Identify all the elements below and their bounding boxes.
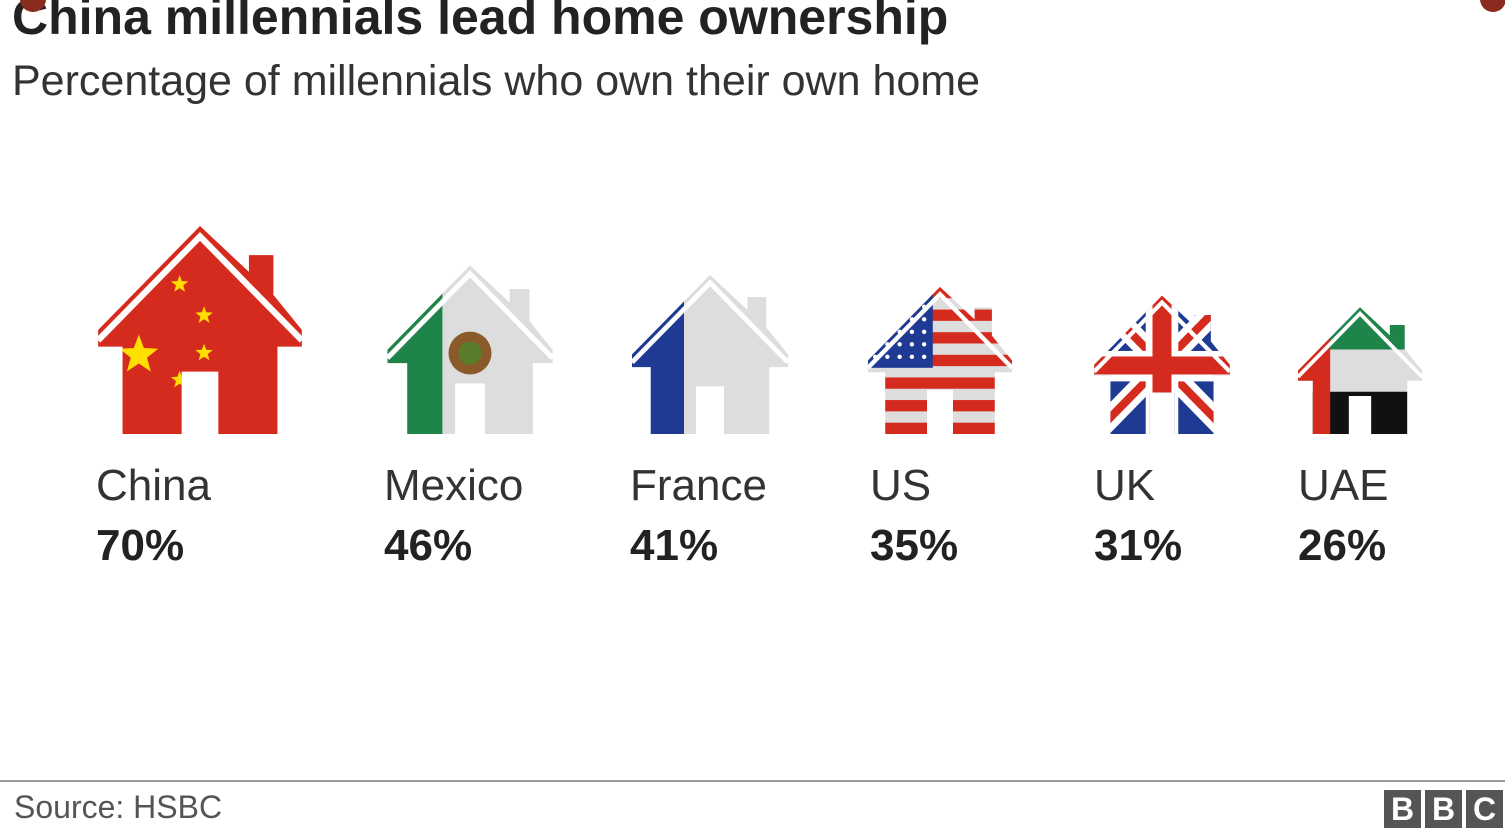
value-label: 35% (870, 521, 958, 570)
close-icon[interactable] (20, 0, 46, 12)
roof-line (387, 270, 553, 360)
logo-letter: C (1466, 790, 1503, 828)
pictogram-chart: China 70% Mexico 46% France 41% US 35% UK 31% UAE 2… (96, 226, 1423, 570)
roof-line (631, 279, 789, 365)
logo-letter: B (1425, 790, 1462, 828)
category-label: UK (1094, 461, 1155, 510)
source-divider (0, 780, 1505, 782)
house-icon (98, 226, 302, 434)
house-icon (867, 286, 1013, 435)
chart-subtitle: Percentage of millennials who own their … (12, 57, 981, 105)
value-label: 31% (1094, 521, 1182, 570)
category-label: US (870, 461, 931, 510)
house-icon (1094, 295, 1230, 434)
category-label: UAE (1298, 461, 1388, 510)
category-label: China (96, 461, 211, 510)
category-label: Mexico (384, 461, 523, 510)
roof-line (1297, 310, 1423, 379)
expand-icon[interactable] (1480, 0, 1505, 12)
roof-line (98, 231, 302, 343)
source-text: Source: HSBC (14, 789, 223, 825)
value-label: 70% (96, 521, 184, 570)
roof-line (1094, 299, 1230, 374)
value-label: 26% (1298, 521, 1386, 570)
chart-title: China millennials lead home ownership (12, 0, 949, 45)
category-label: France (630, 461, 767, 510)
value-label: 41% (630, 521, 718, 570)
roof-line (867, 291, 1013, 370)
house-icon (387, 265, 553, 434)
house-icon (631, 274, 789, 434)
value-label: 46% (384, 521, 472, 570)
house-icon (1297, 307, 1423, 434)
bbc-logo: B B C (1384, 790, 1503, 828)
logo-letter: B (1384, 790, 1421, 828)
